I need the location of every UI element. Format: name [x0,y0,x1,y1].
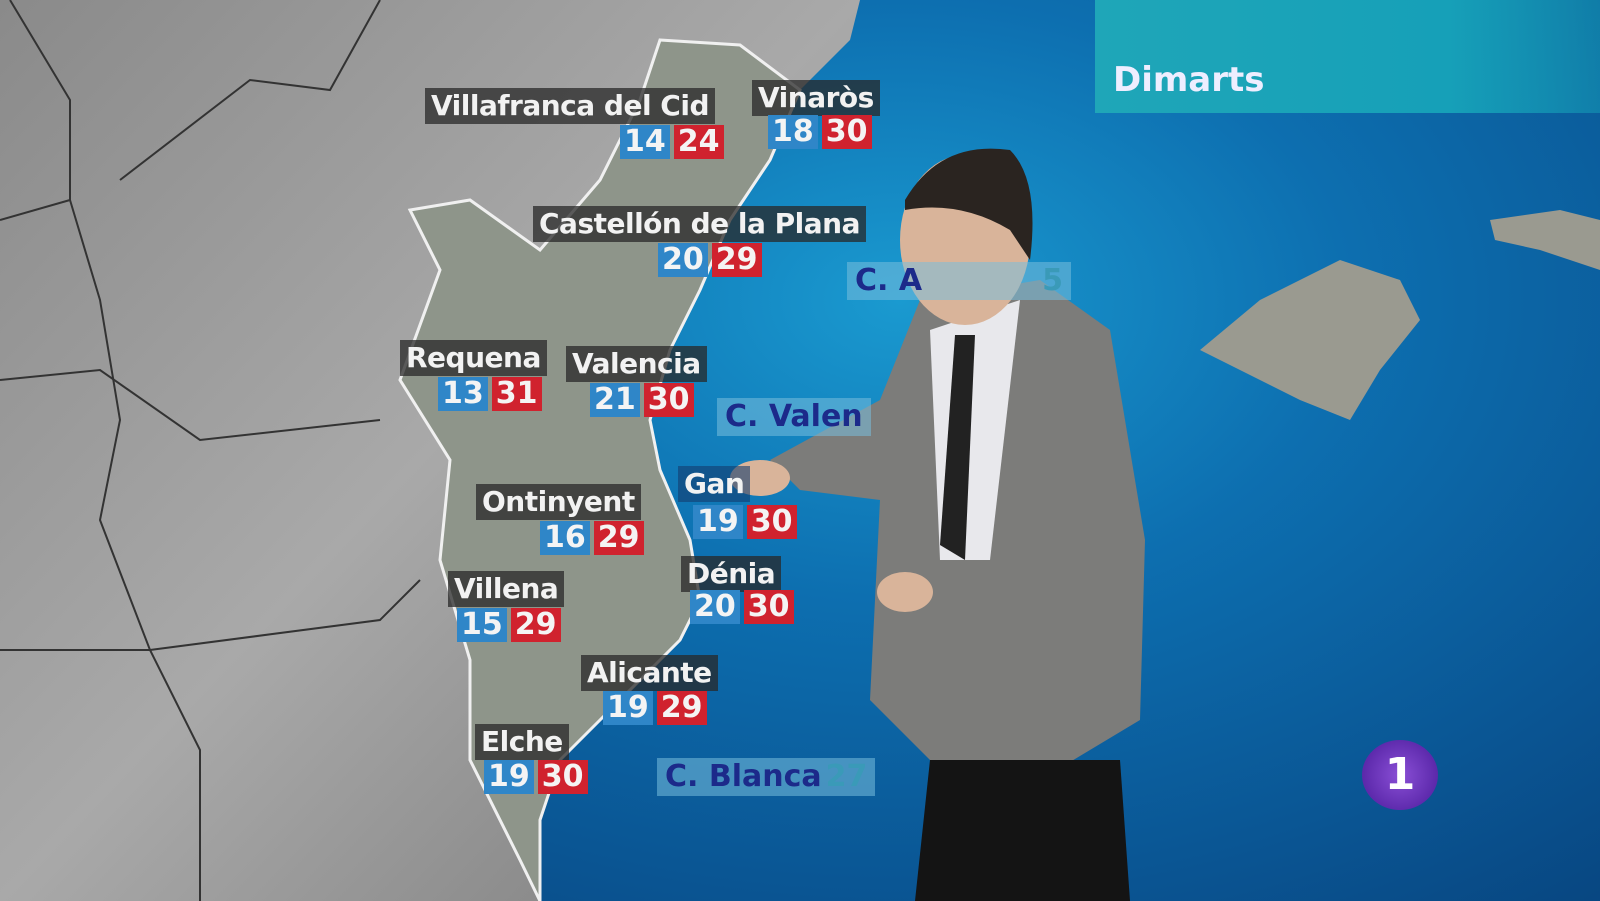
min-temp: 19 [603,691,653,725]
city-label: Valencia [566,346,707,382]
city-temps: 13 31 [438,377,542,411]
city-label: Elche [475,724,569,760]
max-temp: 30 [743,590,794,624]
mallorca-island [1200,260,1420,420]
city-temps: 20 30 [690,590,794,624]
city-label: Dénia [681,556,782,592]
max-temp: 29 [510,608,561,642]
min-temp: 14 [620,125,670,159]
min-temp: 18 [768,115,818,149]
city-label: Alicante [581,655,718,691]
max-temp: 31 [491,377,542,411]
min-temp: 21 [590,383,640,417]
max-temp: 30 [746,505,797,539]
min-temp: 20 [658,243,708,277]
sea-name: C. A [855,263,923,298]
max-temp: 30 [537,760,588,794]
city-label: Vinaròs [752,80,880,116]
city-label: Requena [400,340,547,376]
menorca-island [1490,210,1600,270]
city-temps: 20 29 [658,243,762,277]
city-label: Castellón de la Plana [533,206,866,242]
sea-name: C. Valen [725,399,863,434]
city-label: Ontinyent [476,484,641,520]
sea-label: C. A 5 [847,262,1071,300]
sea-temp: 5 [1042,263,1063,298]
presenter [730,148,1145,901]
min-temp: 15 [457,608,507,642]
sea-temp: 27 [825,759,868,794]
max-temp: 30 [821,115,872,149]
max-temp: 29 [593,521,644,555]
sea-label: C. Valen [717,398,871,436]
city-temps: 19 30 [484,760,588,794]
city-temps: 14 24 [620,125,724,159]
sea-name: C. Blanca [665,759,822,794]
city-temps: 18 30 [768,115,872,149]
max-temp: 29 [711,243,762,277]
min-temp: 16 [540,521,590,555]
city-temps: 21 30 [590,383,694,417]
city-temps: 19 29 [603,691,707,725]
max-temp: 24 [673,125,724,159]
city-label: Villena [448,571,565,607]
min-temp: 19 [484,760,534,794]
day-label: Dimarts [1113,60,1265,100]
city-label: Gan [678,466,751,502]
min-temp: 13 [438,377,488,411]
province-borders [0,0,421,901]
channel-logo: 1 [1362,740,1438,810]
max-temp: 30 [643,383,694,417]
min-temp: 20 [690,590,740,624]
city-temps: 15 29 [457,608,561,642]
day-banner: Dimarts [1095,0,1600,113]
city-temps: 19 30 [693,505,797,539]
max-temp: 29 [656,691,707,725]
city-label: Villafranca del Cid [425,88,715,124]
sea-label: C. Blanca 27 [657,758,876,796]
city-temps: 16 29 [540,521,644,555]
min-temp: 19 [693,505,743,539]
